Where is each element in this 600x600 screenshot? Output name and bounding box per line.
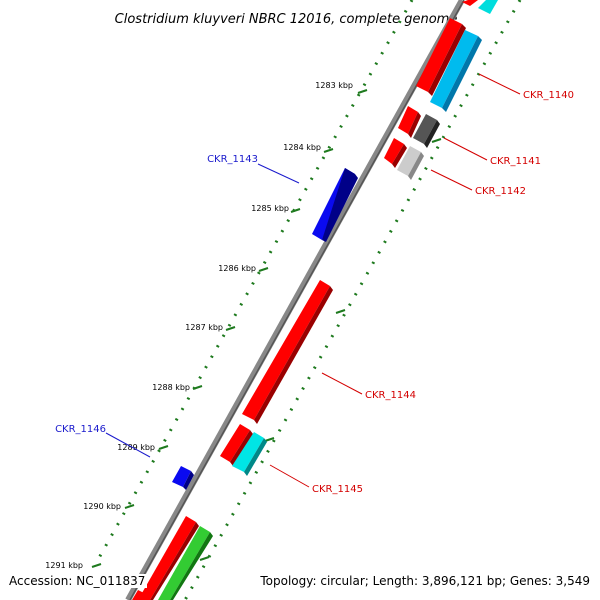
feature-ckr-1142[interactable]	[397, 146, 424, 180]
feature-bottom-red[interactable]	[138, 516, 199, 600]
feature-top-red-2[interactable]	[416, 18, 466, 96]
gene-label-ckr-1144: CKR_1144	[365, 390, 416, 401]
kbp-label: 1289 kbp	[117, 443, 155, 452]
gene-label-ckr-1146: CKR_1146	[55, 424, 106, 435]
kbp-label: 1284 kbp	[283, 143, 321, 152]
feature-ckr-1144[interactable]	[242, 280, 333, 424]
callout-lines	[105, 73, 521, 488]
kbp-label: 1285 kbp	[251, 204, 289, 213]
feature-ckr-1142-red[interactable]	[384, 138, 407, 168]
feature-top-cyan[interactable]	[478, 0, 498, 14]
feature-ckr-1141-red[interactable]	[398, 106, 421, 138]
kbp-label: 1288 kbp	[152, 383, 190, 392]
kbp-label: 1283 kbp	[315, 81, 353, 90]
gene-label-ckr-1145: CKR_1145	[312, 484, 363, 495]
feature-bottom-green[interactable]	[158, 526, 213, 600]
feature-bottom-red-small[interactable]	[132, 590, 146, 600]
feature-ckr-1146[interactable]	[172, 466, 194, 490]
feature-top-red-1[interactable]	[462, 0, 478, 6]
kbp-label: 1291 kbp	[45, 561, 83, 570]
gene-labels: CKR_1140 CKR_1141 CKR_1142 CKR_1143 CKR_…	[55, 90, 574, 495]
genome-backbone	[125, 0, 465, 600]
kbp-label: 1290 kbp	[83, 502, 121, 511]
gene-label-ckr-1143: CKR_1143	[207, 154, 258, 165]
feature-ckr-1140[interactable]	[430, 30, 482, 112]
outer-tick-track	[93, 0, 414, 566]
kbp-label: 1287 kbp	[185, 323, 223, 332]
feature-ckr-1145-red[interactable]	[220, 424, 253, 466]
gene-label-ckr-1142: CKR_1142	[475, 186, 526, 197]
feature-ckr-1141[interactable]	[413, 114, 440, 148]
topology-label: Topology: circular; Length: 3,896,121 bp…	[258, 574, 592, 588]
kbp-label: 1286 kbp	[218, 264, 256, 273]
gene-label-ckr-1140: CKR_1140	[523, 90, 574, 101]
genome-title: Clostridium kluyveri NBRC 12016, complet…	[115, 12, 458, 27]
accession-label: Accession: NC_011837	[7, 574, 148, 588]
kbp-labels: 1283 kbp 1284 kbp 1285 kbp 1286 kbp 1287…	[45, 81, 353, 570]
feature-ckr-1145[interactable]	[232, 432, 267, 476]
kbp-tick-marks	[91, 89, 368, 568]
inner-tick-track	[183, 0, 522, 600]
feature-ckr-1143[interactable]	[312, 168, 358, 242]
gene-label-ckr-1141: CKR_1141	[490, 156, 541, 167]
inner-tick-marks	[199, 138, 442, 561]
